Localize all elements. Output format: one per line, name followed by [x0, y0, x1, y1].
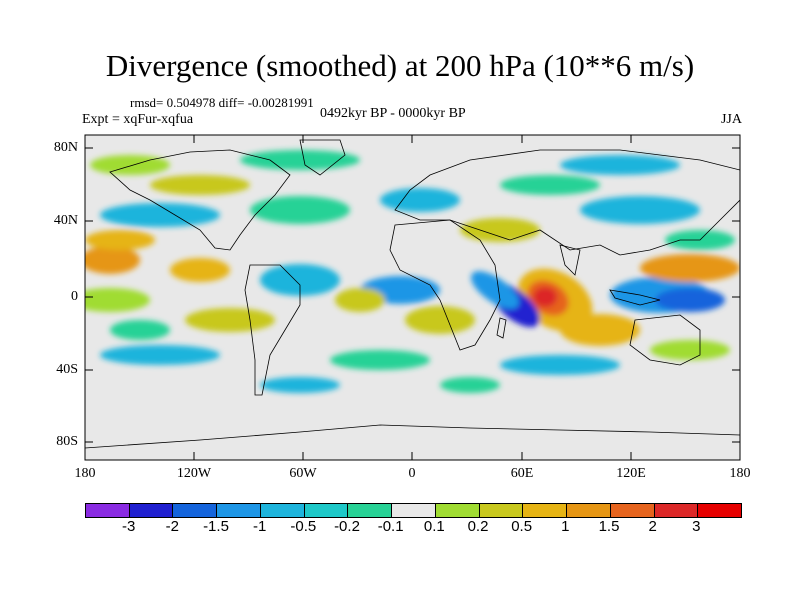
colorbar-box [86, 504, 130, 517]
colorbar-box [610, 504, 655, 517]
lon-label-120w: 120W [176, 466, 212, 481]
colorbar-label: -0.5 [290, 518, 317, 535]
lon-ticks [84, 135, 741, 460]
colorbar-box [654, 504, 699, 517]
field-layer [85, 150, 740, 393]
coastlines [85, 139, 740, 449]
lon-label-180e: 180 [729, 466, 751, 481]
colorbar-label: -1.5 [203, 518, 229, 535]
colorbar-label: 1 [561, 518, 570, 535]
colorbar-label: -2 [165, 518, 179, 535]
colorbar-box [304, 504, 349, 517]
colorbar-box [435, 504, 480, 517]
lon-label-60e: 60E [510, 466, 534, 481]
lon-label-180w: 180 [74, 466, 96, 481]
period-label: 0492kyr BP - 0000kyr BP [320, 106, 466, 121]
lat-label-0: 0 [71, 289, 78, 304]
stats-text: rmsd= 0.504978 diff= -0.00281991 [130, 95, 314, 110]
colorbar-label: 0.1 [423, 518, 445, 535]
lat-label-40n: 40N [53, 213, 78, 228]
colorbar [85, 503, 742, 518]
lat-label-80n: 80N [53, 140, 78, 155]
lon-label-0: 0 [408, 466, 416, 481]
colorbar-box [173, 504, 218, 517]
colorbar-box [348, 504, 393, 517]
colorbar-label: -0.1 [377, 518, 404, 535]
colorbar-label: -1 [252, 518, 267, 535]
colorbar-box [523, 504, 568, 517]
colorbar-box [567, 504, 611, 517]
colorbar-label: 0.2 [467, 518, 489, 535]
colorbar-box [392, 504, 436, 517]
season-label: JJA [720, 112, 742, 127]
lon-label-120e: 120E [616, 466, 646, 481]
colorbar-label: 3 [692, 518, 701, 535]
colorbar-box [217, 504, 261, 517]
lat-ticks [85, 147, 740, 443]
colorbar-label: -0.2 [334, 518, 360, 535]
colorbar-box [479, 504, 524, 517]
lon-label-60w: 60W [289, 466, 317, 481]
colorbar-box [129, 504, 174, 517]
colorbar-label: 1.5 [598, 518, 620, 535]
colorbar-box [260, 504, 305, 517]
colorbar-box [698, 504, 742, 517]
plot-title: Divergence (smoothed) at 200 hPa (10**6 … [105, 48, 695, 83]
colorbar-label: 2 [648, 518, 657, 535]
colorbar-label: 0.5 [511, 518, 533, 535]
colorbar-label: -3 [121, 518, 136, 535]
lat-label-40s: 40S [56, 362, 78, 377]
experiment-label: Expt = xqFur-xqfua [82, 112, 194, 127]
lat-label-80s: 80S [56, 434, 78, 449]
